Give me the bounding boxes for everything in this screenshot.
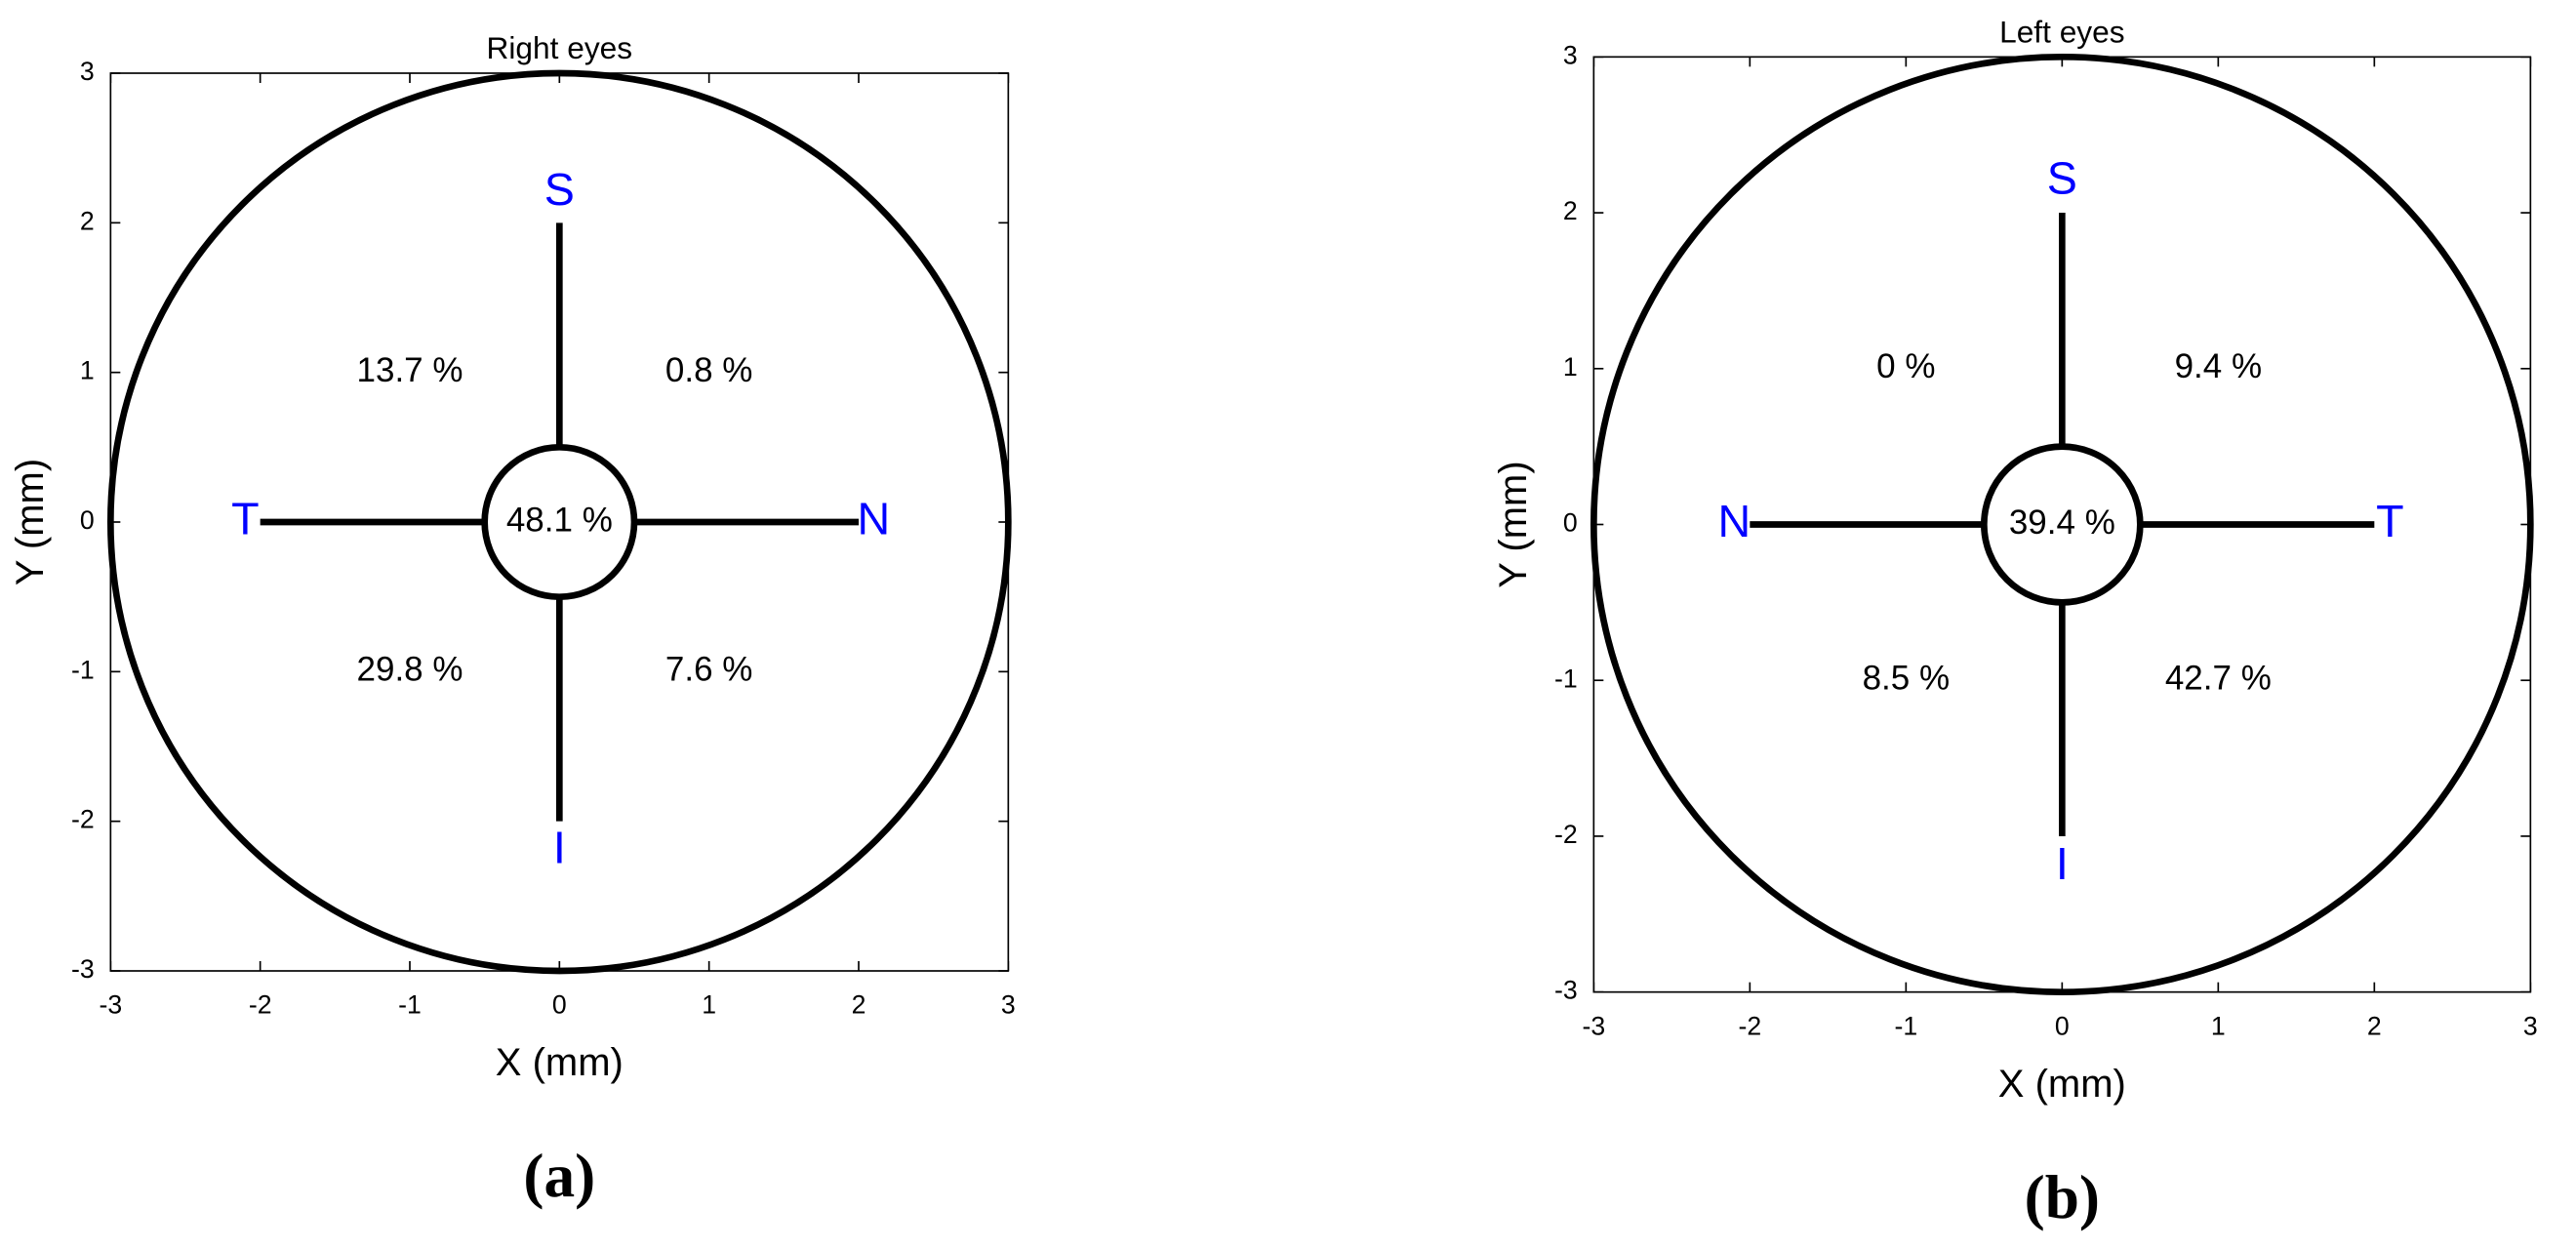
x-tick-label: 0 — [552, 990, 567, 1020]
x-tick-label: 0 — [2055, 1011, 2070, 1040]
value-label: 39.4 % — [2009, 504, 2115, 542]
direction-label: S — [2047, 152, 2077, 203]
value-label: 0.8 % — [665, 351, 753, 389]
y-tick-label: 3 — [1563, 40, 1578, 69]
y-tick-label: 2 — [80, 206, 95, 235]
y-tick-label: 3 — [80, 57, 95, 86]
value-label: 7.6 % — [665, 651, 753, 689]
direction-label: T — [231, 493, 260, 544]
value-label: 48.1 % — [506, 501, 613, 539]
y-tick-label: -2 — [1554, 820, 1578, 849]
direction-label: I — [553, 823, 566, 873]
panel-label: (b) — [2025, 1163, 2100, 1231]
y-tick-label: -3 — [71, 954, 95, 984]
y-tick-label: 1 — [1563, 352, 1578, 382]
y-tick-label: -1 — [1554, 664, 1578, 693]
x-tick-label: -2 — [249, 990, 272, 1020]
y-tick-label: -1 — [71, 655, 95, 684]
x-tick-label: 3 — [2523, 1011, 2538, 1040]
x-tick-label: -3 — [99, 990, 122, 1020]
x-tick-label: 1 — [2211, 1011, 2226, 1040]
value-label: 8.5 % — [1863, 659, 1950, 697]
x-tick-label: -1 — [1894, 1011, 1917, 1040]
y-axis-label: Y (mm) — [9, 459, 52, 585]
y-tick-label: -2 — [71, 805, 95, 834]
x-tick-label: -1 — [398, 990, 422, 1020]
x-tick-label: 2 — [852, 990, 866, 1020]
direction-label: I — [2056, 838, 2069, 889]
value-label: 0 % — [1876, 347, 1935, 385]
y-tick-label: 1 — [80, 356, 95, 385]
y-tick-label: 2 — [1563, 196, 1578, 225]
value-label: 42.7 % — [2165, 659, 2272, 697]
direction-label: S — [544, 164, 575, 215]
x-tick-label: -2 — [1738, 1011, 1761, 1040]
y-tick-label: 0 — [1563, 508, 1578, 538]
direction-label: N — [857, 493, 890, 544]
x-axis-label: X (mm) — [1998, 1063, 2126, 1106]
x-axis-label: X (mm) — [496, 1041, 624, 1084]
direction-label: N — [1717, 496, 1751, 546]
panel-label: (a) — [523, 1142, 595, 1210]
outer-circle — [1590, 54, 2534, 995]
y-axis-label: Y (mm) — [1492, 461, 1535, 587]
y-tick-label: 0 — [80, 505, 95, 535]
x-tick-label: 3 — [1001, 990, 1016, 1020]
value-label: 13.7 % — [357, 351, 463, 389]
chart-title: Left eyes — [1999, 14, 2124, 49]
y-tick-label: -3 — [1554, 976, 1578, 1005]
value-label: 9.4 % — [2175, 347, 2262, 385]
chart-title: Right eyes — [487, 30, 633, 65]
outer-circle — [107, 69, 1012, 975]
x-tick-label: -3 — [1582, 1011, 1605, 1040]
x-tick-label: 1 — [702, 990, 716, 1020]
value-label: 29.8 % — [357, 651, 463, 689]
direction-label: T — [2376, 496, 2404, 546]
x-tick-label: 2 — [2367, 1011, 2382, 1040]
